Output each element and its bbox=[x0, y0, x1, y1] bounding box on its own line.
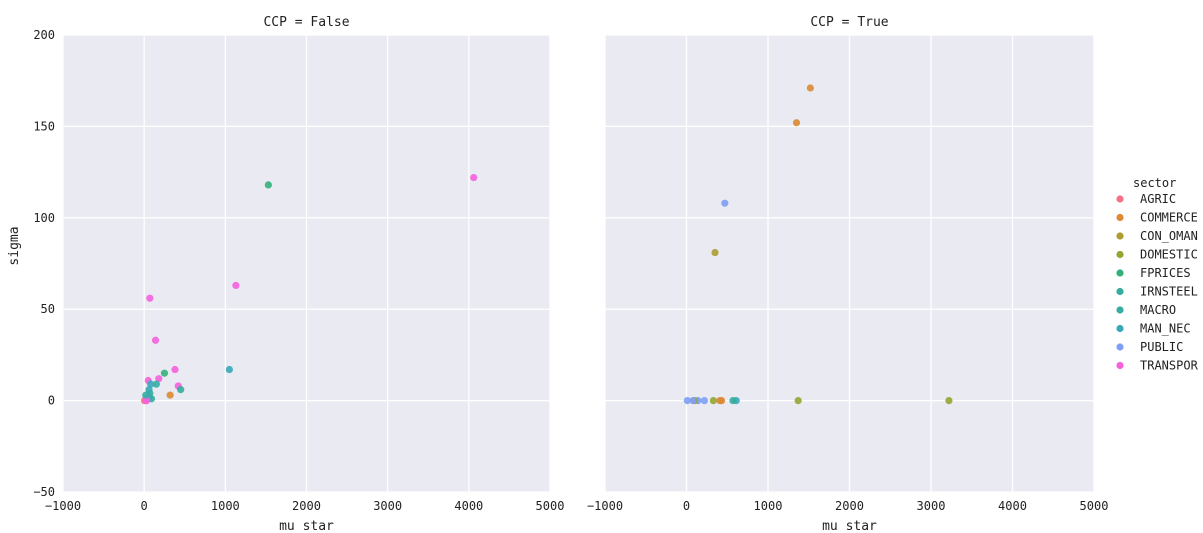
legend-marker-man-nec bbox=[1116, 324, 1124, 333]
y-tick-label: 200 bbox=[33, 28, 55, 42]
legend: sector AGRIC COMMERCE CON_OMAN DOMESTIC FPRIC… bbox=[1116, 176, 1199, 373]
legend-marker-macro bbox=[1116, 306, 1124, 314]
x-tick-label: −1000 bbox=[587, 499, 623, 513]
data-point-con-oman bbox=[711, 248, 719, 257]
y-tick-label: −50 bbox=[33, 485, 55, 499]
panel-ccp-false: −1000 0 1000 2000 3000 4000 5000 −50 0 50 100 150 20… bbox=[33, 15, 564, 533]
legend-label: MAN_NEC bbox=[1140, 322, 1191, 336]
x-axis-title: mu star bbox=[279, 519, 334, 533]
legend-marker-commerce bbox=[1116, 213, 1124, 222]
x-tick-label: 4000 bbox=[454, 499, 483, 513]
legend-marker-irnsteel bbox=[1116, 287, 1124, 296]
data-point-irnsteel bbox=[729, 397, 737, 405]
x-tick-label: 5000 bbox=[1080, 499, 1109, 513]
x-tick-label: 3000 bbox=[917, 499, 946, 513]
legend-label: TRANSPOR bbox=[1140, 359, 1199, 373]
data-point-commerce bbox=[716, 397, 724, 405]
panel-title: CCP = False bbox=[263, 15, 349, 30]
data-point-transpor bbox=[151, 336, 160, 344]
y-tick-label: 50 bbox=[41, 302, 55, 316]
y-tick-label: 100 bbox=[33, 211, 55, 225]
x-tick-label: 4000 bbox=[998, 499, 1027, 513]
legend-title: sector bbox=[1133, 176, 1176, 190]
data-point-domestic bbox=[945, 397, 953, 405]
legend-marker-fprices bbox=[1116, 269, 1124, 277]
x-tick-label: 1000 bbox=[211, 499, 240, 513]
facet-panels: −1000 0 1000 2000 3000 4000 5000−5005010015020… bbox=[33, 15, 1108, 533]
data-point-fprices bbox=[160, 369, 169, 377]
panel-title: CCP = True bbox=[810, 15, 888, 30]
data-point-macro bbox=[152, 380, 160, 388]
x-tick-label: 1000 bbox=[754, 499, 783, 513]
data-point-commerce bbox=[806, 84, 814, 92]
legend-label: CON_OMAN bbox=[1140, 229, 1198, 243]
data-point-domestic bbox=[709, 397, 717, 405]
y-axis-title: sigma bbox=[7, 226, 22, 265]
data-point-domestic bbox=[794, 397, 802, 405]
data-point-man-nec bbox=[225, 365, 233, 374]
x-axis-title: mu star bbox=[822, 519, 877, 533]
x-tick-label: 2000 bbox=[835, 499, 864, 513]
x-tick-label: 0 bbox=[683, 499, 690, 513]
data-point-transpor bbox=[171, 365, 179, 374]
data-point-transpor bbox=[232, 281, 240, 290]
data-point-transpor bbox=[143, 397, 151, 405]
legend-marker-public bbox=[1116, 343, 1124, 351]
legend-label: FPRICES bbox=[1140, 266, 1191, 280]
data-point-transpor bbox=[155, 375, 163, 383]
data-point-public bbox=[721, 199, 729, 207]
panel-ccp-true: −1000 0 1000 2000 3000 4000 5000 CCP = True mu s… bbox=[587, 15, 1109, 533]
data-point-irnsteel bbox=[177, 386, 185, 394]
x-tick-label: −1000 bbox=[45, 499, 81, 513]
x-tick-label: 0 bbox=[141, 499, 148, 513]
y-tick-label: 150 bbox=[33, 119, 55, 133]
legend-marker-transpor bbox=[1116, 361, 1124, 370]
legend-marker-agric bbox=[1116, 195, 1124, 203]
legend-marker-con-oman bbox=[1116, 232, 1124, 240]
data-point-fprices bbox=[264, 181, 272, 189]
data-point-man-nec bbox=[147, 380, 155, 388]
data-point-transpor bbox=[146, 294, 154, 302]
x-tick-label: 3000 bbox=[373, 499, 402, 513]
y-tick-label: 0 bbox=[48, 394, 55, 408]
legend-marker-domestic bbox=[1116, 250, 1124, 259]
legend-label: COMMERCE bbox=[1140, 211, 1198, 225]
data-point-transpor bbox=[470, 173, 478, 182]
x-tick-label: 5000 bbox=[536, 499, 565, 513]
data-point-public bbox=[700, 397, 709, 405]
legend-label: AGRIC bbox=[1140, 192, 1176, 206]
x-tick-label: 2000 bbox=[292, 499, 321, 513]
legend-label: PUBLIC bbox=[1140, 340, 1183, 354]
data-point-commerce bbox=[166, 391, 174, 399]
data-point-commerce bbox=[792, 119, 801, 127]
legend-label: DOMESTIC bbox=[1140, 248, 1198, 262]
data-point-public bbox=[689, 397, 697, 405]
data-point-macro bbox=[142, 391, 150, 399]
legend-label: IRNSTEEL bbox=[1140, 285, 1198, 299]
data-point-public bbox=[683, 397, 691, 405]
legend-label: MACRO bbox=[1140, 303, 1176, 317]
